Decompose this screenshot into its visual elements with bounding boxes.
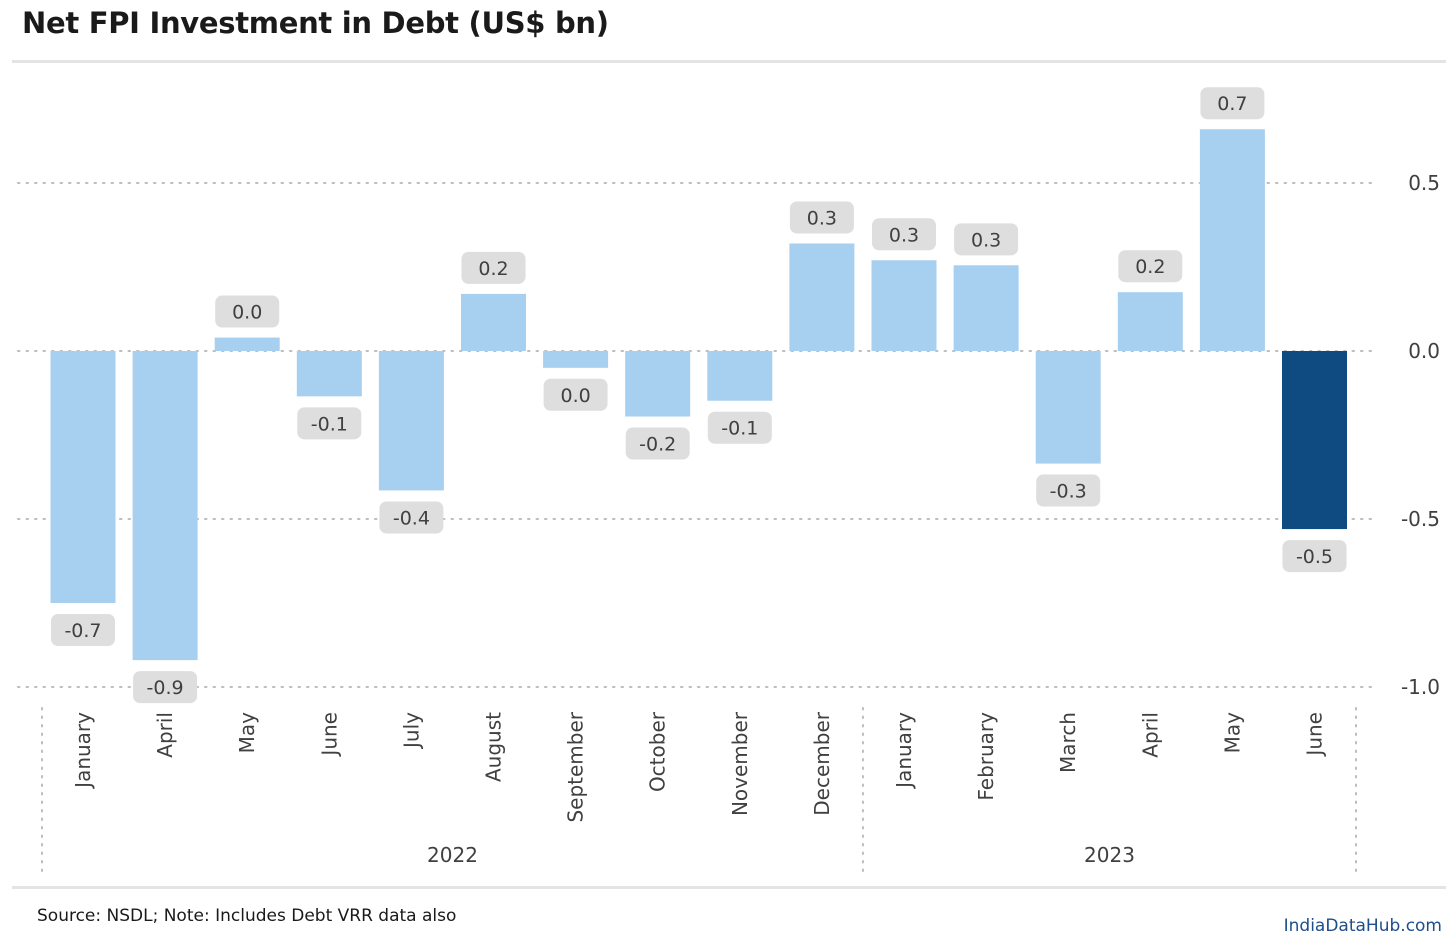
data-label-box xyxy=(1118,250,1183,283)
bar xyxy=(1035,351,1101,464)
data-label-box xyxy=(954,223,1019,256)
year-label: 2023 xyxy=(1084,843,1135,867)
data-label: -0.5 xyxy=(1296,546,1333,568)
data-label-box xyxy=(379,501,444,534)
data-label-box xyxy=(133,671,198,704)
source-note: Source: NSDL; Note: Includes Debt VRR da… xyxy=(37,906,457,926)
data-label: -0.7 xyxy=(64,620,101,642)
data-label: 0.2 xyxy=(478,258,508,280)
data-label-box xyxy=(872,218,936,251)
data-label: -0.1 xyxy=(311,413,348,435)
data-label-layer: -0.7 -0.9 0.0 -0.1 -0.4 0.2 0.0 -0.2 -0.1 0.3 0.3 0… xyxy=(51,87,1347,704)
y-tick-label: -0.5 xyxy=(1401,507,1440,531)
data-label: 0.7 xyxy=(1217,93,1247,115)
x-tick-label: May xyxy=(1220,712,1244,754)
bar xyxy=(871,260,937,351)
data-label: 0.0 xyxy=(560,385,590,407)
data-label-box xyxy=(461,251,526,284)
x-tick-label: April xyxy=(153,712,177,758)
bar xyxy=(1199,129,1265,351)
data-label-box xyxy=(789,201,854,234)
axis-layer: 0.5 0.0 -0.5 -1.0 January April May June July Aug… xyxy=(41,171,1440,879)
data-label: -0.9 xyxy=(147,677,184,699)
x-tick-label: February xyxy=(974,712,998,801)
chart-title: Net FPI Investment in Debt (US$ bn) xyxy=(22,6,609,40)
bar xyxy=(543,351,609,368)
data-label-box xyxy=(51,614,115,646)
data-label: -0.1 xyxy=(721,418,758,440)
x-tick-label: March xyxy=(1056,712,1080,773)
data-label-box xyxy=(1036,474,1101,507)
data-label-box xyxy=(543,378,608,411)
data-label: 0.2 xyxy=(1135,256,1165,278)
bottom-divider xyxy=(12,886,1446,889)
bar-layer xyxy=(50,129,1347,661)
bar xyxy=(378,351,444,491)
data-label-box xyxy=(707,411,772,444)
bar xyxy=(707,351,773,401)
x-tick-label: June xyxy=(1303,712,1327,758)
x-tick-label: September xyxy=(564,711,588,822)
data-label: -0.3 xyxy=(1050,481,1087,503)
x-tick-label: May xyxy=(235,712,259,754)
bar xyxy=(296,351,362,397)
data-label-box xyxy=(625,427,690,460)
bar xyxy=(953,265,1019,351)
data-label: -0.4 xyxy=(393,507,430,529)
bar xyxy=(461,293,526,351)
x-tick-label: January xyxy=(892,712,916,790)
grid-layer xyxy=(17,182,1379,688)
data-label: 0.3 xyxy=(807,207,837,229)
data-label-box xyxy=(297,407,362,440)
x-tick-label: January xyxy=(71,712,95,790)
bar xyxy=(789,243,855,351)
bar xyxy=(132,351,198,661)
x-tick-label: July xyxy=(399,712,423,750)
data-label: -0.2 xyxy=(639,434,676,456)
y-tick-label: 0.5 xyxy=(1408,171,1440,195)
data-label-box xyxy=(1282,540,1347,573)
bar xyxy=(1117,292,1183,351)
x-tick-label: June xyxy=(317,712,341,758)
brand-link[interactable]: IndiaDataHub.com xyxy=(1283,916,1442,936)
data-label-box xyxy=(1200,87,1265,120)
x-tick-label: November xyxy=(728,711,752,816)
bar xyxy=(1282,351,1347,530)
year-label: 2022 xyxy=(427,843,478,867)
data-label-box xyxy=(215,295,280,328)
x-tick-label: December xyxy=(810,711,834,815)
y-tick-label: 0.0 xyxy=(1408,339,1440,363)
bar xyxy=(50,351,116,603)
bar xyxy=(625,351,691,417)
data-label: 0.3 xyxy=(889,224,919,246)
x-tick-label: August xyxy=(482,712,506,782)
data-label: 0.3 xyxy=(971,229,1001,251)
top-divider xyxy=(12,60,1446,63)
bar xyxy=(214,337,280,351)
y-tick-label: -1.0 xyxy=(1401,675,1440,699)
x-tick-label: October xyxy=(646,711,670,792)
data-label: 0.0 xyxy=(232,302,262,324)
x-tick-label: April xyxy=(1138,712,1162,758)
